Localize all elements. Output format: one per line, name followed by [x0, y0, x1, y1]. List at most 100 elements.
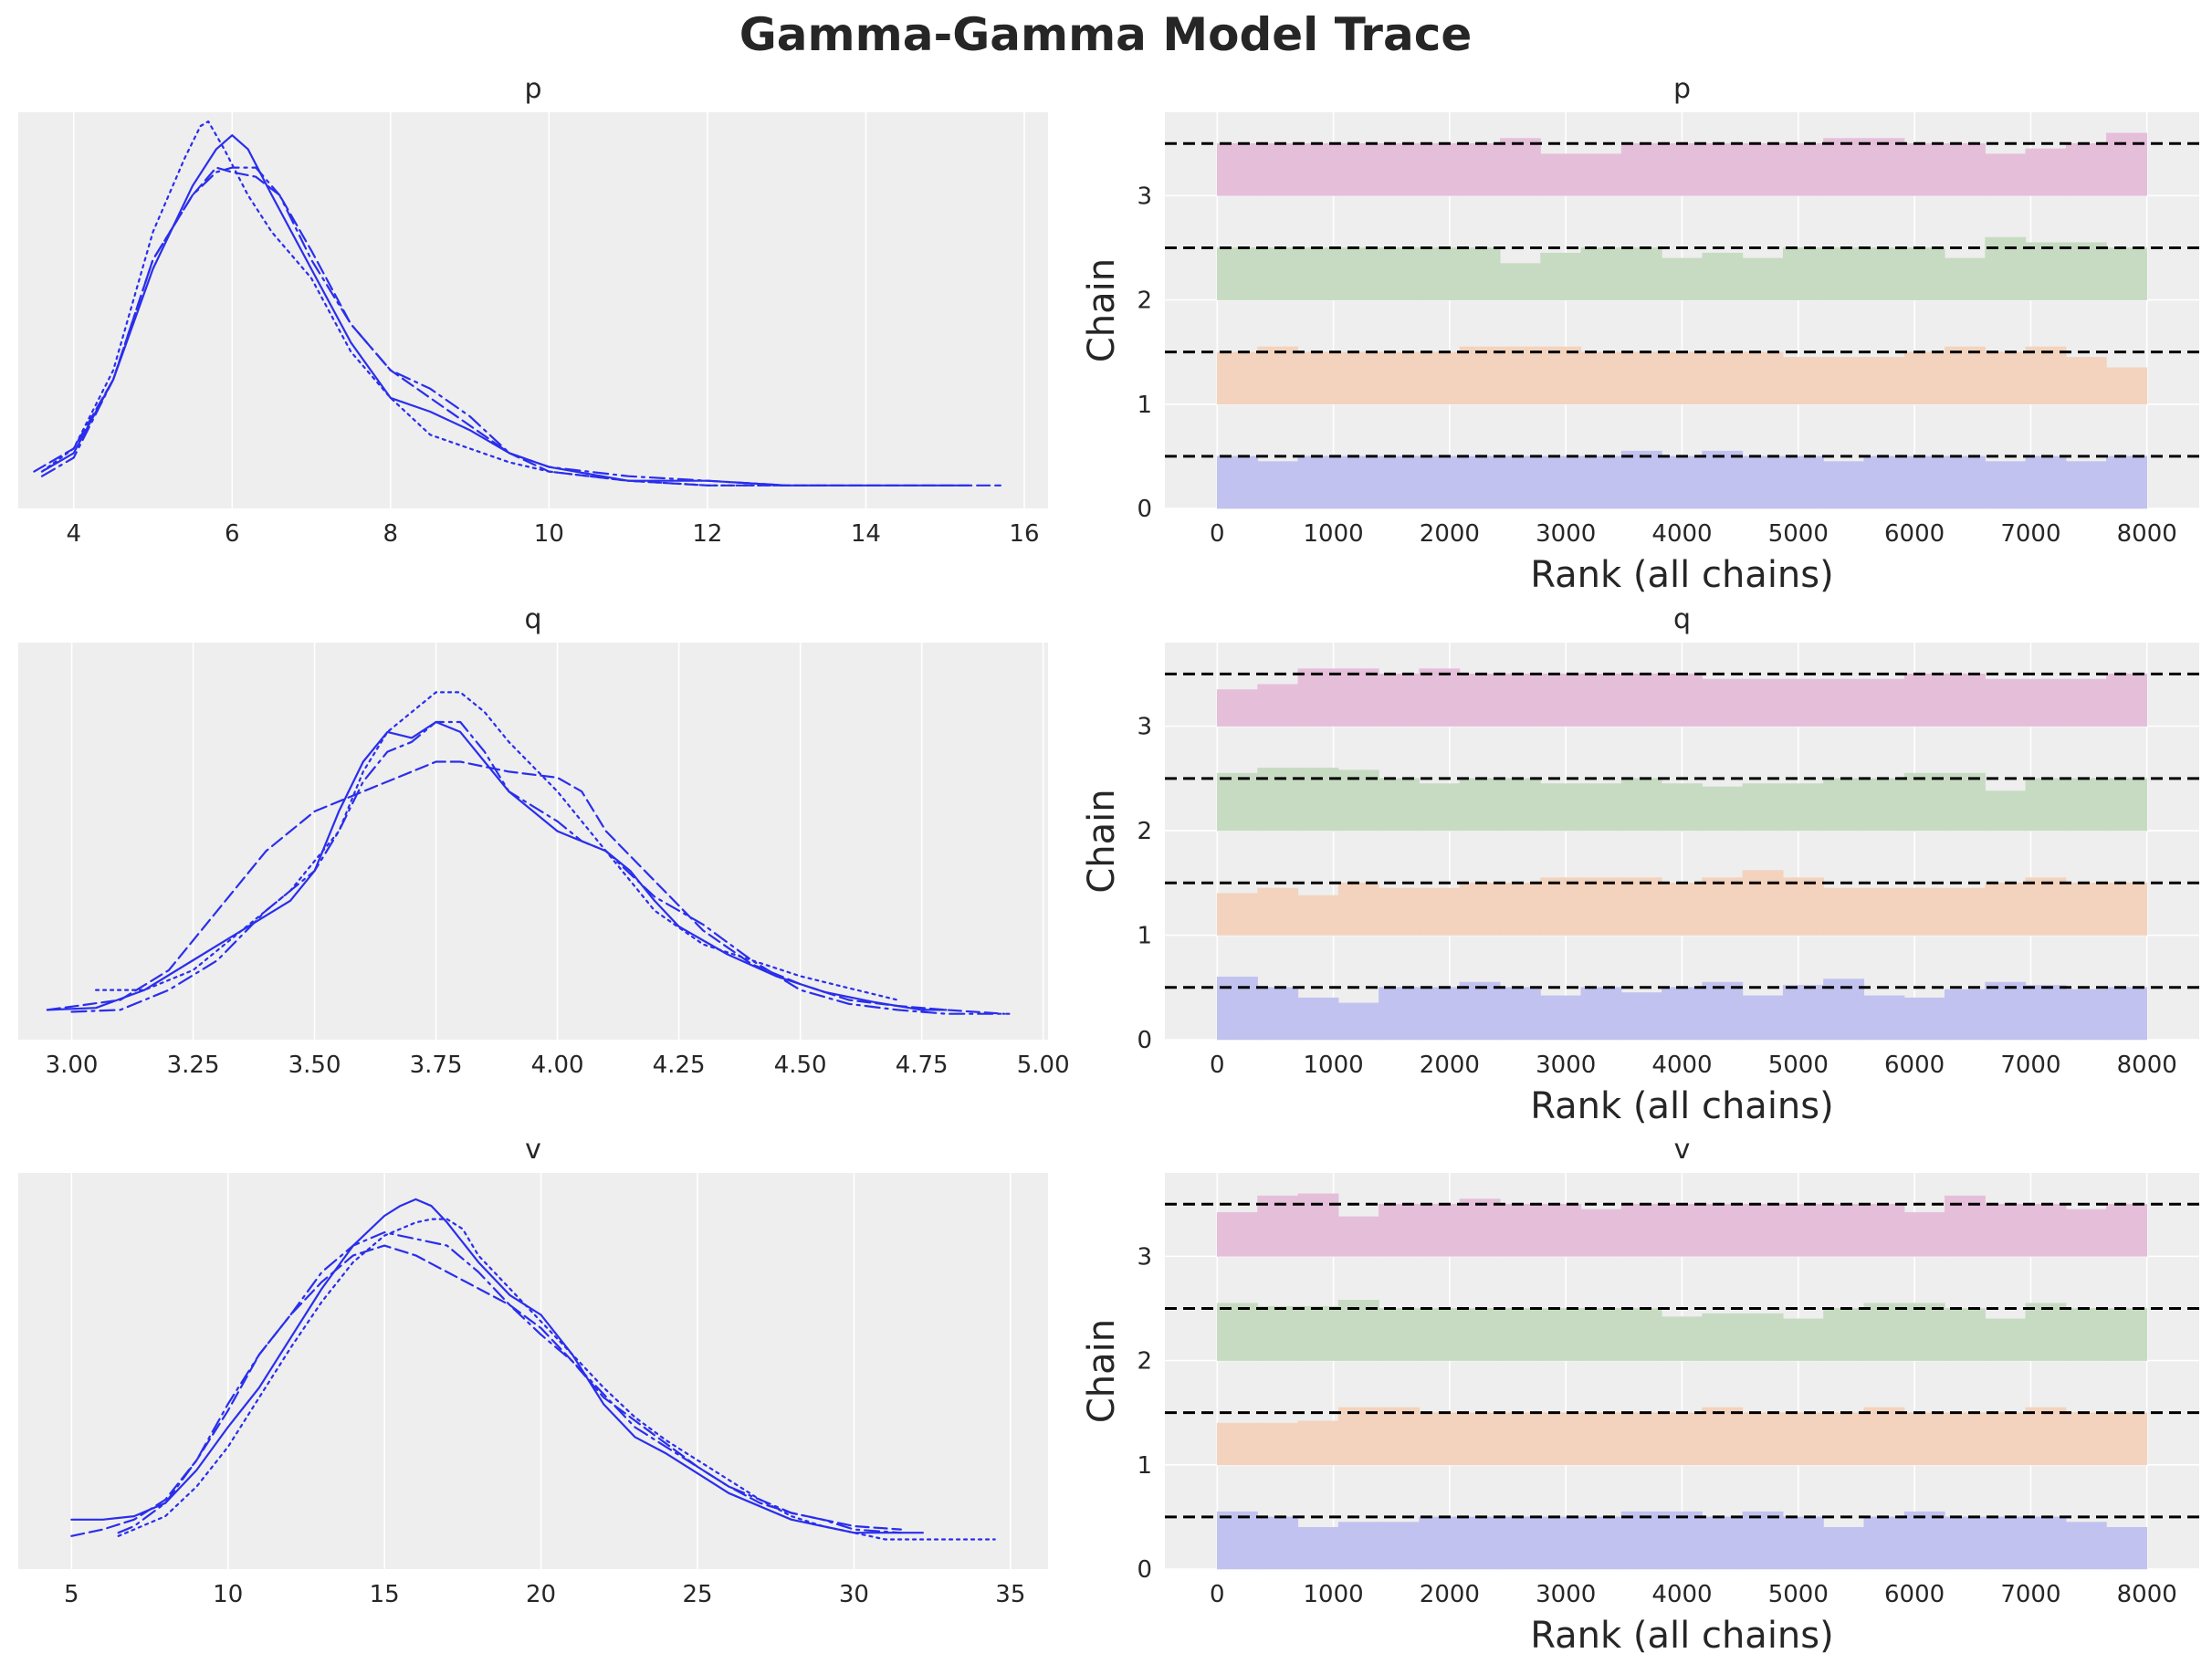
x-tick-label: 0 [1210, 1581, 1225, 1608]
rank-bar-chain-0 [2106, 987, 2148, 1041]
rank-bar-chain-0 [1620, 450, 1662, 509]
panel-0: p 4 6 8 10 12 14 16 [18, 73, 1048, 548]
y-tick-label: 2 [1137, 288, 1152, 315]
x-tick-label: 6000 [1884, 1581, 1945, 1608]
rank-bar-chain-1 [1742, 1412, 1784, 1466]
x-tick-label: 3.75 [410, 1052, 463, 1079]
kde-series-solid [40, 134, 970, 487]
rank-bar-chain-2 [1945, 1308, 1986, 1361]
rank-bar-chain-3 [1379, 1203, 1420, 1257]
kde-series-dashdot [117, 1231, 902, 1534]
rank-bar-chain-1 [1823, 357, 1865, 405]
rank-bar-chain-3 [1499, 674, 1541, 727]
rank-bar-chain-2 [1337, 1300, 1379, 1361]
rank-bar-chain-0 [1216, 1511, 1258, 1570]
rank-bar-chain-1 [1379, 1407, 1420, 1466]
rank-bar-chain-0 [2025, 1516, 2067, 1570]
x-tick-label: 5.00 [1017, 1052, 1070, 1079]
rank-bar-chain-3 [1379, 674, 1420, 727]
x-tick-label: 1000 [1304, 1581, 1364, 1608]
rank-bar-chain-2 [1662, 1316, 1703, 1361]
rank-bar-chain-3 [1580, 1209, 1622, 1257]
rank-bar-chain-3 [1257, 142, 1299, 196]
rank-bar-chain-3 [1257, 684, 1299, 727]
rank-bar-chain-1 [1379, 887, 1420, 936]
rank-bar-chain-2 [1662, 257, 1703, 300]
rank-bar-chain-1 [2065, 357, 2107, 405]
rank-bar-chain-2 [1782, 247, 1824, 300]
rank-bar-chain-2 [1419, 1308, 1461, 1361]
rank-bar-chain-0 [1580, 455, 1622, 509]
rank-bar-chain-0 [1742, 995, 1784, 1041]
rank-bar-chain-0 [1419, 987, 1461, 1041]
rank-bar-chain-3 [1337, 668, 1379, 727]
rank-bar-chain-0 [1863, 995, 1905, 1041]
rank-bar-chain-0 [1337, 1522, 1379, 1570]
rank-bar-chain-2 [1823, 1308, 1865, 1361]
rank-bar-chain-2 [2106, 778, 2148, 832]
rank-bar-chain-2 [1662, 783, 1703, 832]
rank-bar-chain-0 [1782, 455, 1824, 509]
x-tick-label: 3.50 [288, 1052, 341, 1079]
rank-bar-chain-3 [1540, 153, 1582, 196]
rank-bar-chain-1 [1257, 1422, 1299, 1466]
rank-bar-chain-0 [1702, 1516, 1744, 1570]
rank-bar-chain-1 [1742, 351, 1784, 405]
rank-bar-chain-3 [1985, 678, 2027, 727]
x-tick-label: 4000 [1651, 520, 1712, 548]
rank-bar-chain-3 [1459, 142, 1501, 196]
rank-bar-chain-2 [1216, 1303, 1258, 1361]
rank-bar-chain-3 [2106, 132, 2148, 196]
rank-bar-chain-3 [1257, 1195, 1299, 1257]
x-axis-label: Rank (all chains) [1530, 1615, 1833, 1657]
y-tick-label: 3 [1137, 183, 1152, 210]
rank-bar-chain-0 [2025, 985, 2067, 1041]
rank-bar-chain-2 [1620, 778, 1662, 832]
rank-bar-chain-0 [1702, 450, 1744, 509]
kde-series-solid [70, 1198, 924, 1534]
rank-bar-chain-2 [1863, 1303, 1905, 1361]
rank-bar-chain-1 [1782, 357, 1824, 405]
rank-bar-chain-2 [1580, 1308, 1622, 1361]
rank-bar-chain-0 [1459, 455, 1501, 509]
x-tick-label: 20 [526, 1581, 556, 1608]
rank-bar-chain-0 [2065, 1522, 2107, 1570]
rank-bar-chain-2 [1620, 247, 1662, 300]
rank-bar-chain-1 [2065, 1412, 2107, 1466]
rank-bar-chain-3 [1985, 153, 2027, 196]
rank-bar-chain-1 [1297, 1420, 1339, 1466]
rank-bar-chain-1 [1662, 351, 1703, 405]
kde-series-dashdot [40, 166, 788, 487]
x-tick-label: 6000 [1884, 1052, 1945, 1079]
kde-series-dashdot [70, 720, 1011, 1015]
x-tick-label: 10 [213, 1581, 243, 1608]
x-tick-label: 15 [370, 1581, 400, 1608]
rank-bar-chain-2 [1620, 1308, 1662, 1361]
rank-bar-chain-2 [2025, 778, 2067, 832]
rank-bar-chain-0 [1419, 1516, 1461, 1570]
rank-bar-chain-0 [1459, 981, 1501, 1041]
rank-bar-chain-3 [1863, 678, 1905, 727]
rank-bar-chain-0 [1742, 1511, 1784, 1570]
rank-bar-chain-0 [1379, 1522, 1420, 1570]
x-axis-label: Rank (all chains) [1530, 554, 1833, 596]
rank-bar-chain-1 [1419, 351, 1461, 405]
rank-bar-chain-1 [1499, 346, 1541, 405]
panel-2: q 3.00 3.25 3.50 3.75 4.00 4.25 4.50 4.75 5.00 [18, 603, 1070, 1079]
rank-bar-chain-0 [1257, 1516, 1299, 1570]
x-tick-label: 1000 [1304, 520, 1364, 548]
rank-bar-chain-2 [1499, 778, 1541, 832]
rank-bar-chain-1 [1662, 1412, 1703, 1466]
rank-bar-chain-0 [1985, 1516, 2027, 1570]
kde-series-dashed [46, 760, 1006, 1015]
x-tick-label: 10 [534, 520, 564, 548]
subplot-title: p [524, 73, 541, 105]
rank-bar-chain-3 [1580, 153, 1622, 196]
rank-bar-chain-3 [1945, 142, 1986, 196]
y-axis-label: Chain [1081, 258, 1123, 362]
rank-bar-chain-2 [1702, 1313, 1744, 1361]
x-tick-label: 25 [682, 1581, 712, 1608]
rank-bar-chain-3 [2106, 1203, 2148, 1257]
